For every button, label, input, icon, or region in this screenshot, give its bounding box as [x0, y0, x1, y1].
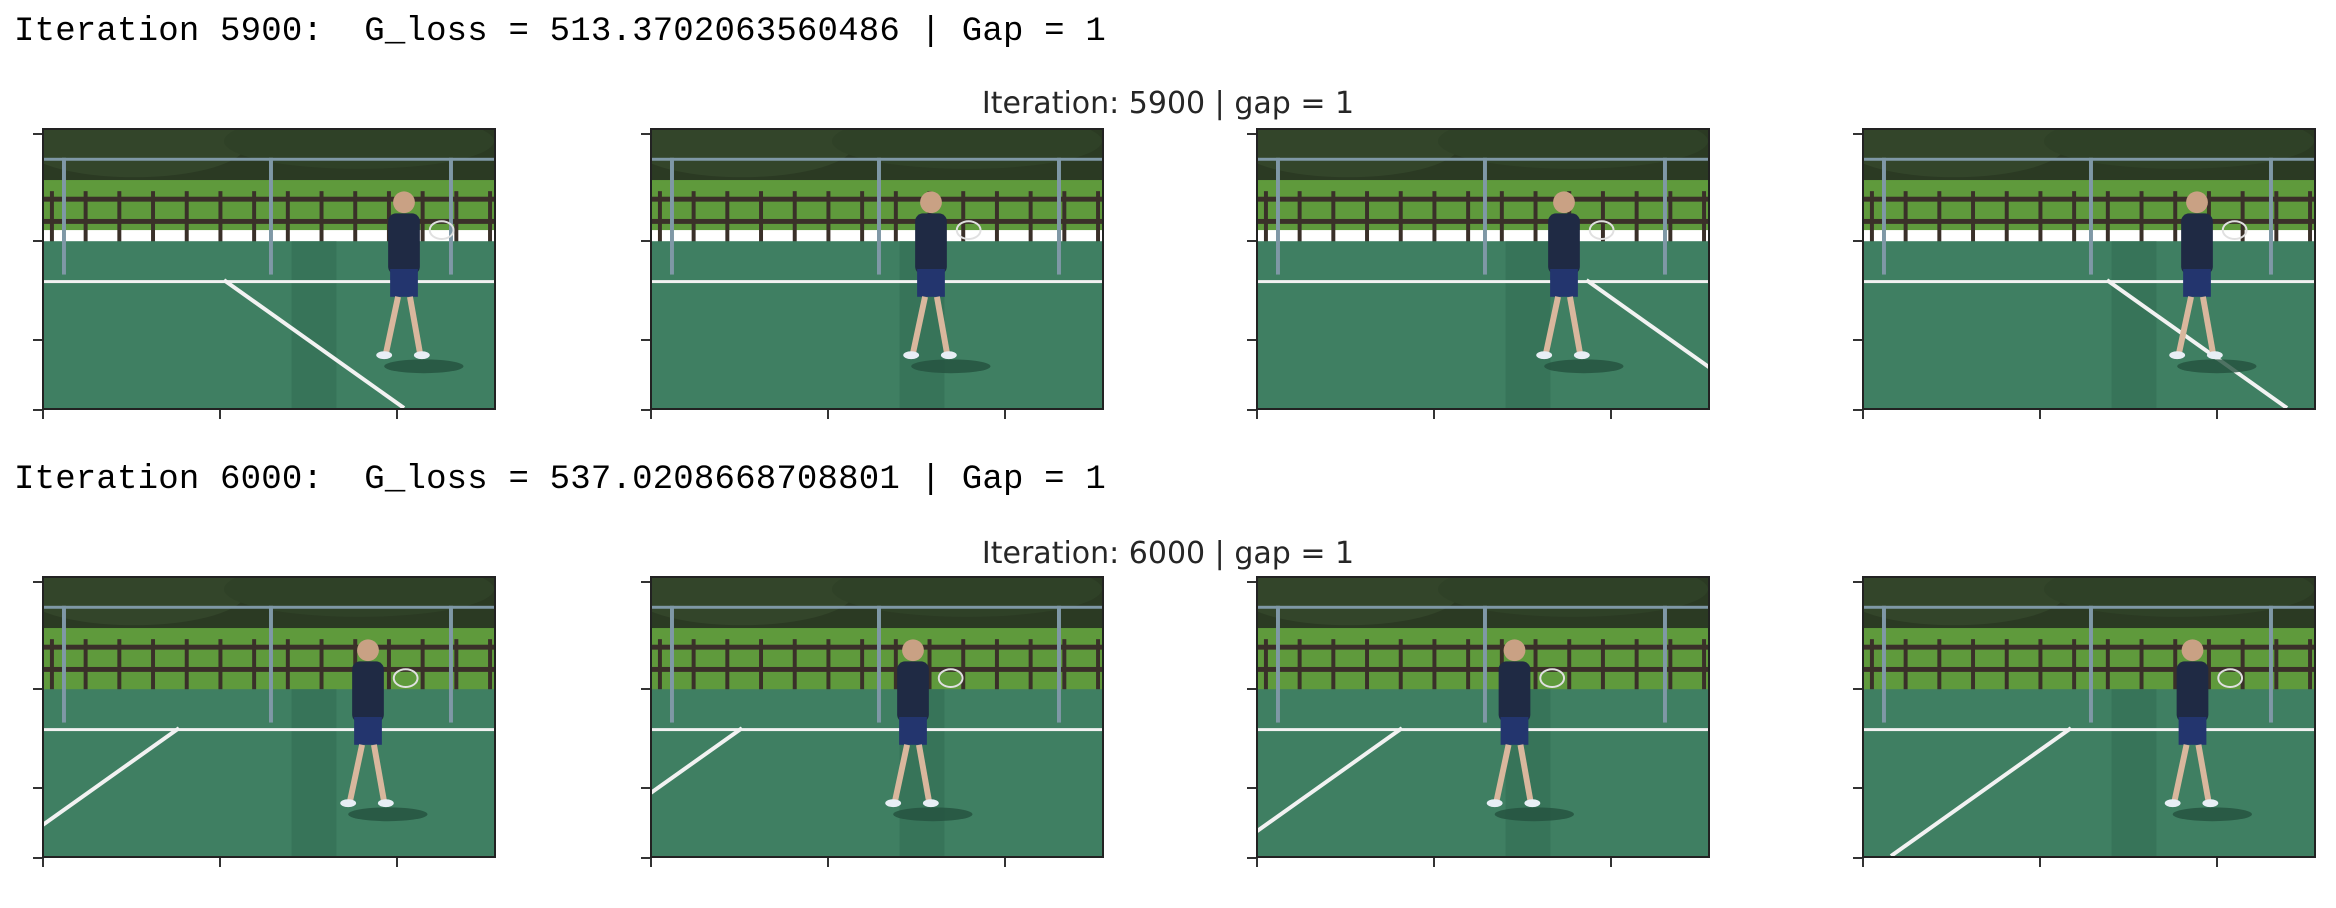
x-axis-tick — [396, 410, 398, 419]
y-axis-tick — [1247, 857, 1256, 859]
x-axis-tick — [1610, 858, 1612, 867]
x-axis-tick — [1433, 410, 1435, 419]
y-axis-tick — [1247, 339, 1256, 341]
tennis-frame-image — [650, 576, 1104, 858]
figure-title-iteration-5900: Iteration: 5900 | gap = 1 — [981, 86, 1355, 121]
tennis-frame-image — [42, 576, 496, 858]
figure-title-iteration-6000: Iteration: 6000 | gap = 1 — [981, 536, 1355, 571]
tennis-frame-image — [1256, 576, 1710, 858]
x-axis-tick — [396, 858, 398, 867]
y-axis-tick — [33, 339, 42, 341]
x-axis-tick — [650, 858, 652, 867]
x-axis-tick — [1862, 410, 1864, 419]
y-axis-tick — [1853, 688, 1862, 690]
x-axis-tick — [2216, 410, 2218, 419]
tennis-frame-image — [1862, 128, 2316, 410]
x-axis-tick — [42, 410, 44, 419]
x-axis-tick — [1004, 858, 1006, 867]
y-axis-tick — [641, 688, 650, 690]
x-axis-tick — [1862, 858, 1864, 867]
y-axis-tick — [1853, 581, 1862, 583]
x-axis-tick — [1610, 410, 1612, 419]
y-axis-tick — [33, 787, 42, 789]
x-axis-tick — [1433, 858, 1435, 867]
x-axis-tick — [1256, 858, 1258, 867]
y-axis-tick — [1853, 857, 1862, 859]
y-axis-tick — [33, 581, 42, 583]
y-axis-tick — [1247, 581, 1256, 583]
y-axis-tick — [33, 857, 42, 859]
y-axis-tick — [1247, 787, 1256, 789]
x-axis-tick — [2039, 858, 2041, 867]
y-axis-tick — [1853, 240, 1862, 242]
log-line-iteration-6000: Iteration 6000: G_loss = 537.02086687088… — [14, 461, 1106, 499]
x-axis-tick — [1004, 410, 1006, 419]
y-axis-tick — [1853, 787, 1862, 789]
y-axis-tick — [1247, 688, 1256, 690]
x-axis-tick — [219, 858, 221, 867]
tennis-frame-image — [1256, 128, 1710, 410]
tennis-frame-image — [650, 128, 1104, 410]
x-axis-tick — [219, 410, 221, 419]
x-axis-tick — [827, 858, 829, 867]
y-axis-tick — [1853, 339, 1862, 341]
x-axis-tick — [650, 410, 652, 419]
y-axis-tick — [33, 688, 42, 690]
y-axis-tick — [641, 857, 650, 859]
x-axis-tick — [827, 410, 829, 419]
x-axis-tick — [2039, 410, 2041, 419]
y-axis-tick — [641, 339, 650, 341]
x-axis-tick — [2216, 858, 2218, 867]
x-axis-tick — [1256, 410, 1258, 419]
log-line-iteration-5900: Iteration 5900: G_loss = 513.37020635604… — [14, 13, 1106, 51]
y-axis-tick — [641, 409, 650, 411]
y-axis-tick — [33, 409, 42, 411]
y-axis-tick — [641, 787, 650, 789]
y-axis-tick — [641, 133, 650, 135]
y-axis-tick — [1247, 240, 1256, 242]
tennis-frame-image — [1862, 576, 2316, 858]
x-axis-tick — [42, 858, 44, 867]
y-axis-tick — [641, 240, 650, 242]
y-axis-tick — [1853, 133, 1862, 135]
y-axis-tick — [641, 581, 650, 583]
y-axis-tick — [1247, 133, 1256, 135]
y-axis-tick — [33, 240, 42, 242]
y-axis-tick — [33, 133, 42, 135]
y-axis-tick — [1247, 409, 1256, 411]
tennis-frame-image — [42, 128, 496, 410]
y-axis-tick — [1853, 409, 1862, 411]
